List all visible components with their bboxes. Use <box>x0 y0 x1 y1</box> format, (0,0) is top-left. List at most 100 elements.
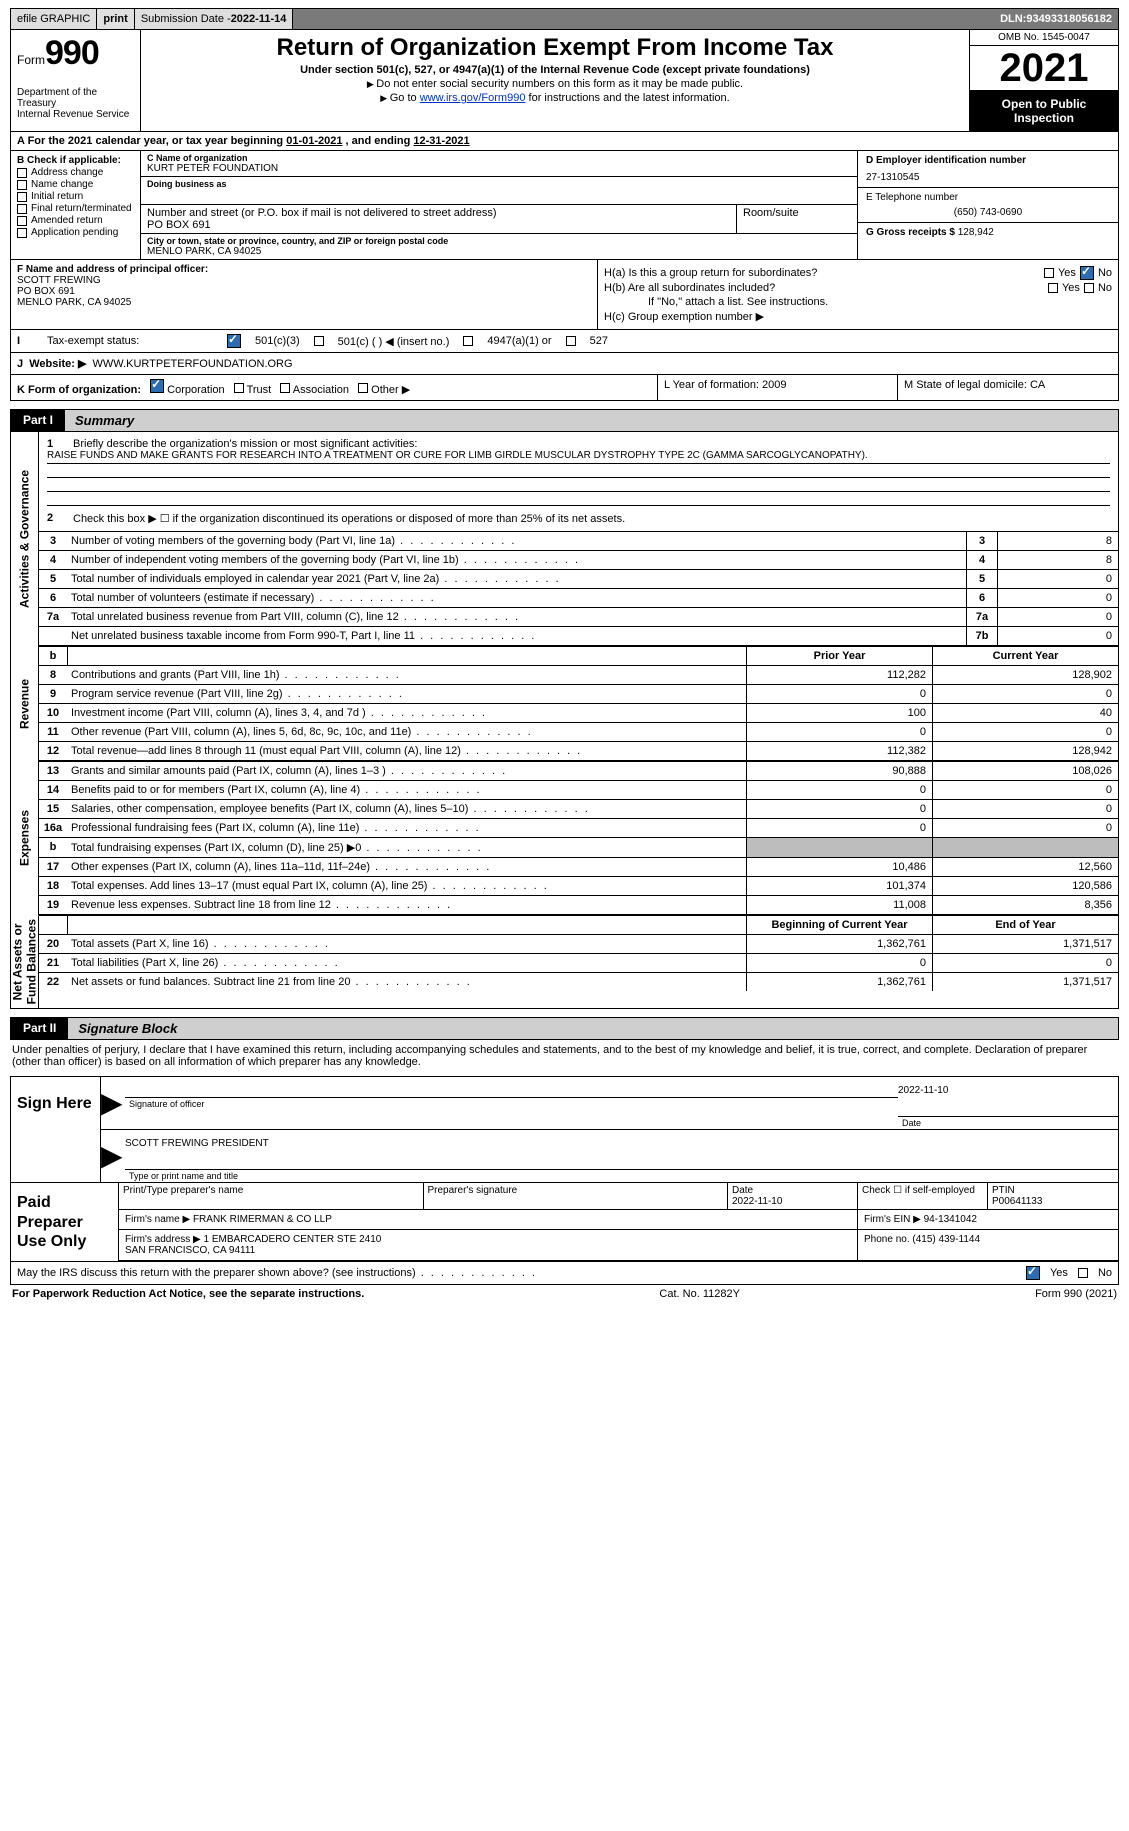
line-boxnum: 4 <box>966 551 998 569</box>
na-hdr-blank2 <box>67 916 746 934</box>
firm-phone-label: Phone no. <box>864 1234 910 1245</box>
current-year-value <box>932 838 1118 857</box>
line-boxnum: 7b <box>966 627 998 645</box>
chk-527[interactable] <box>566 336 576 346</box>
j-title: Website: ▶ <box>29 358 86 370</box>
chk-name-change[interactable] <box>17 180 27 190</box>
current-year-value: 0 <box>932 800 1118 818</box>
chk-amended[interactable] <box>17 216 27 226</box>
summary-line: 11 Other revenue (Part VIII, column (A),… <box>39 722 1118 741</box>
line-value: 8 <box>998 551 1118 569</box>
prior-year-value: 0 <box>746 685 932 703</box>
opt-assoc: Association <box>293 384 349 396</box>
line-num: 18 <box>39 877 67 895</box>
chk-501c3[interactable] <box>227 334 241 348</box>
state-domicile: M State of legal domicile: CA <box>898 375 1118 400</box>
print-button[interactable]: print <box>97 9 134 29</box>
tax-year: 2021 <box>970 46 1118 91</box>
discuss-no-box[interactable] <box>1078 1268 1088 1278</box>
officer-label: F Name and address of principal officer: <box>17 264 591 275</box>
current-year-header: Current Year <box>932 647 1118 665</box>
rev-hdr-blank2 <box>67 647 746 665</box>
part1-header: Part I Summary <box>10 409 1119 432</box>
summary-line: 16a Professional fundraising fees (Part … <box>39 818 1118 837</box>
line-text: Investment income (Part VIII, column (A)… <box>67 704 746 722</box>
chk-corp[interactable] <box>150 379 164 393</box>
chk-4947[interactable] <box>463 336 473 346</box>
line-num: 7a <box>39 608 67 626</box>
summary-line: 4 Number of independent voting members o… <box>39 550 1118 569</box>
org-name: KURT PETER FOUNDATION <box>147 163 851 174</box>
summary-line: 10 Investment income (Part VIII, column … <box>39 703 1118 722</box>
current-year-value: 1,371,517 <box>932 973 1118 991</box>
firm-name: FRANK RIMERMAN & CO LLP <box>193 1214 332 1225</box>
ha-yes: Yes <box>1058 267 1076 279</box>
calendar-year-line: A For the 2021 calendar year, or tax yea… <box>10 132 1119 151</box>
line-boxnum: 3 <box>966 532 998 550</box>
line-text: Salaries, other compensation, employee b… <box>67 800 746 818</box>
summary-line: 18 Total expenses. Add lines 13–17 (must… <box>39 876 1118 895</box>
summary-line: 14 Benefits paid to or for members (Part… <box>39 780 1118 799</box>
goto-suffix: for instructions and the latest informat… <box>529 92 730 104</box>
vlabel-revenue: Revenue <box>11 646 39 761</box>
preparer-sig-label: Preparer's signature <box>424 1183 729 1209</box>
q2-num: 2 <box>47 512 65 525</box>
chk-app-pending[interactable] <box>17 228 27 238</box>
org-info-block: B Check if applicable: Address change Na… <box>10 151 1119 260</box>
cal-mid: , and ending <box>346 135 414 147</box>
opt-address-change: Address change <box>31 167 103 178</box>
hb-yes-box[interactable] <box>1048 283 1058 293</box>
prior-year-value: 90,888 <box>746 762 932 780</box>
tax-exempt-status: I Tax-exempt status: 501(c)(3) 501(c) ( … <box>10 330 1119 353</box>
form-number: 990 <box>45 34 99 72</box>
line-value: 0 <box>998 589 1118 607</box>
officer-group-block: F Name and address of principal officer:… <box>10 260 1119 330</box>
discuss-yes-box[interactable] <box>1026 1266 1040 1280</box>
line-num: 12 <box>39 742 67 760</box>
summary-line: 21 Total liabilities (Part X, line 26) 0… <box>39 953 1118 972</box>
b-label: B Check if applicable: <box>17 155 134 166</box>
line-text: Other expenses (Part IX, column (A), lin… <box>67 858 746 876</box>
form-title-block: Return of Organization Exempt From Incom… <box>141 30 970 131</box>
summary-line: 13 Grants and similar amounts paid (Part… <box>39 761 1118 780</box>
hb-no-box[interactable] <box>1084 283 1094 293</box>
current-year-value: 128,902 <box>932 666 1118 684</box>
chk-trust[interactable] <box>234 383 244 393</box>
ha-yes-box[interactable] <box>1044 268 1054 278</box>
mission-statement: RAISE FUNDS AND MAKE GRANTS FOR RESEARCH… <box>47 450 1110 464</box>
chk-other[interactable] <box>358 383 368 393</box>
street-value: PO BOX 691 <box>147 219 730 231</box>
chk-assoc[interactable] <box>280 383 290 393</box>
line-num <box>39 627 67 645</box>
hc-label: H(c) Group exemption number ▶ <box>604 310 764 323</box>
line-num: 9 <box>39 685 67 703</box>
irs-link[interactable]: www.irs.gov/Form990 <box>420 92 526 104</box>
q1-text: Briefly describe the organization's miss… <box>73 438 417 450</box>
officer-addr1: PO BOX 691 <box>17 286 591 297</box>
line-text: Revenue less expenses. Subtract line 18 … <box>67 896 746 914</box>
prior-year-value: 1,362,761 <box>746 973 932 991</box>
k-label: K Form of organization: <box>17 384 141 396</box>
ha-no-box[interactable] <box>1080 266 1094 280</box>
line-text: Program service revenue (Part VIII, line… <box>67 685 746 703</box>
netassets-section: Beginning of Current Year End of Year 20… <box>39 915 1118 1008</box>
line-num: 20 <box>39 935 67 953</box>
line-text: Total expenses. Add lines 13–17 (must eq… <box>67 877 746 895</box>
chk-final-return[interactable] <box>17 204 27 214</box>
website-row: J Website: ▶ WWW.KURTPETERFOUNDATION.ORG <box>10 353 1119 375</box>
form-word: Form <box>17 53 45 67</box>
line-text: Total unrelated business revenue from Pa… <box>67 608 966 626</box>
prior-year-value: 0 <box>746 800 932 818</box>
chk-501c[interactable] <box>314 336 324 346</box>
firm-ein: 94-1341042 <box>924 1214 977 1225</box>
discuss-question: May the IRS discuss this return with the… <box>17 1267 537 1279</box>
current-year-value: 120,586 <box>932 877 1118 895</box>
cal-prefix: A For the 2021 calendar year, or tax yea… <box>17 135 286 147</box>
line-num: 10 <box>39 704 67 722</box>
chk-address-change[interactable] <box>17 168 27 178</box>
line-text: Net assets or fund balances. Subtract li… <box>67 973 746 991</box>
org-name-address: C Name of organization KURT PETER FOUNDA… <box>141 151 858 259</box>
current-year-value: 0 <box>932 819 1118 837</box>
chk-initial-return[interactable] <box>17 192 27 202</box>
opt-4947: 4947(a)(1) or <box>487 335 551 347</box>
